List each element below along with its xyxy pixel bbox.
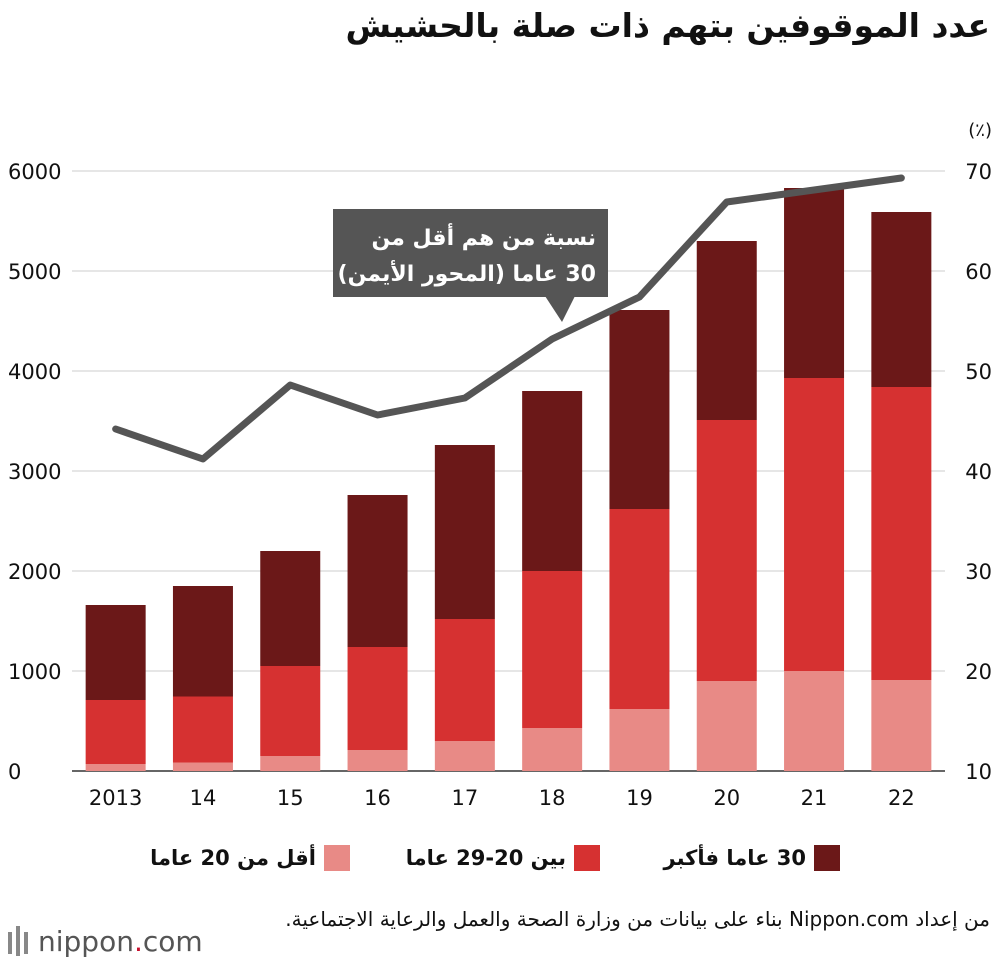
y-left-tick-label: 2000 xyxy=(8,560,61,584)
y-left-tick-label: 0 xyxy=(8,760,21,784)
bar-segment xyxy=(784,671,845,771)
percentage-line xyxy=(112,174,905,463)
bar-segment xyxy=(260,756,321,771)
chart-title: عدد الموقوفين بتهم ذات صلة بالحشيش xyxy=(345,6,990,45)
y-left-tick-label: 6000 xyxy=(8,160,61,184)
line-point xyxy=(900,177,903,179)
legend-item-30-plus: 30 عاما فأكبر xyxy=(664,840,840,876)
bar-segment xyxy=(85,605,146,700)
x-tick-label: 18 xyxy=(539,786,566,810)
line-point xyxy=(463,397,466,399)
y-right-tick-label: 60 xyxy=(965,260,992,284)
y-right-tick-label: 20 xyxy=(965,660,992,684)
source-note: من إعداد Nippon.com بناء على بيانات من و… xyxy=(285,907,990,931)
x-tick-label: 21 xyxy=(801,786,828,810)
y-left-tick-label: 1000 xyxy=(8,660,61,684)
bar-segment xyxy=(871,212,932,387)
bar-segment xyxy=(434,619,495,741)
bar-segment xyxy=(522,391,583,571)
legend-label: 30 عاما فأكبر xyxy=(663,846,806,870)
line-point xyxy=(725,201,728,203)
bar-segment xyxy=(172,762,233,771)
bar-segment xyxy=(522,728,583,771)
logo-suffix: com xyxy=(142,924,203,958)
bar-segment xyxy=(696,420,757,681)
x-tick-label: 2013 xyxy=(89,786,142,810)
y-right-tick-label: 70 xyxy=(965,160,992,184)
bar-segment xyxy=(609,709,670,771)
line-point xyxy=(289,384,292,386)
bar-segment xyxy=(347,495,408,647)
y-right-tick-label: 50 xyxy=(965,360,992,384)
legend-item-20-29: بين 20-29 عاما xyxy=(406,840,600,876)
bar-segment xyxy=(260,551,321,666)
bar-segment xyxy=(696,681,757,771)
line-point xyxy=(813,189,816,191)
annotation-pointer xyxy=(545,296,575,322)
bar-segment xyxy=(172,586,233,697)
chart: 0 1000 2000 3000 4000 5000 6000 10 20 30 40 50 60 70 (… xyxy=(8,120,992,810)
bar-segment xyxy=(172,696,233,763)
legend-swatch xyxy=(574,845,600,871)
legend: 30 عاما فأكبر بين 20-29 عاما أقل من 20 ع… xyxy=(150,840,840,876)
bar-segment xyxy=(347,750,408,771)
bar-segment xyxy=(522,571,583,728)
y-right-unit-label: (٪) xyxy=(968,120,992,141)
legend-label: بين 20-29 عاما xyxy=(405,846,566,870)
legend-swatch xyxy=(324,845,350,871)
bar-segment xyxy=(434,445,495,619)
x-tick-label: 16 xyxy=(364,786,391,810)
bar-segment xyxy=(609,509,670,709)
nippon-logo-icon xyxy=(8,926,28,956)
x-tick-label: 14 xyxy=(190,786,217,810)
y-right-tick-label: 30 xyxy=(965,560,992,584)
x-tick-label: 15 xyxy=(277,786,304,810)
line-point xyxy=(638,296,641,298)
y-left-tick-label: 5000 xyxy=(8,260,61,284)
y-right-tick-label: 40 xyxy=(965,460,992,484)
legend-item-under-20: أقل من 20 عاما xyxy=(150,840,350,876)
line-point xyxy=(376,414,379,416)
legend-label: أقل من 20 عاما xyxy=(150,846,316,870)
y-left-tick-label: 4000 xyxy=(8,360,61,384)
x-tick-label: 17 xyxy=(451,786,478,810)
bar-segment xyxy=(784,188,845,378)
bar-segment xyxy=(609,310,670,509)
bar-segment xyxy=(85,700,146,764)
bar-segment xyxy=(784,378,845,671)
line-point xyxy=(551,338,554,340)
bar-segment xyxy=(85,764,146,771)
nippon-logo[interactable]: nippon.com xyxy=(6,924,203,958)
x-tick-label: 22 xyxy=(888,786,915,810)
annotation-line-2: 30 عاما (المحور الأيمن) xyxy=(338,259,596,287)
y-right-tick-label: 10 xyxy=(965,760,992,784)
annotation-line-1: نسبة من هم أقل من xyxy=(371,222,596,251)
annotation-box xyxy=(333,209,608,297)
logo-dot: . xyxy=(133,924,143,958)
x-tick-label: 19 xyxy=(626,786,653,810)
line-point xyxy=(114,428,117,430)
legend-swatch xyxy=(814,845,840,871)
line-point xyxy=(201,458,204,460)
bar-segment xyxy=(871,680,932,771)
bar-segment xyxy=(260,666,321,756)
x-tick-label: 20 xyxy=(713,786,740,810)
bar-segment xyxy=(696,241,757,420)
bar-segment xyxy=(434,741,495,771)
y-left-tick-label: 3000 xyxy=(8,460,61,484)
logo-name: nippon xyxy=(38,924,134,958)
bar-segment xyxy=(347,647,408,750)
bar-segment xyxy=(871,387,932,680)
